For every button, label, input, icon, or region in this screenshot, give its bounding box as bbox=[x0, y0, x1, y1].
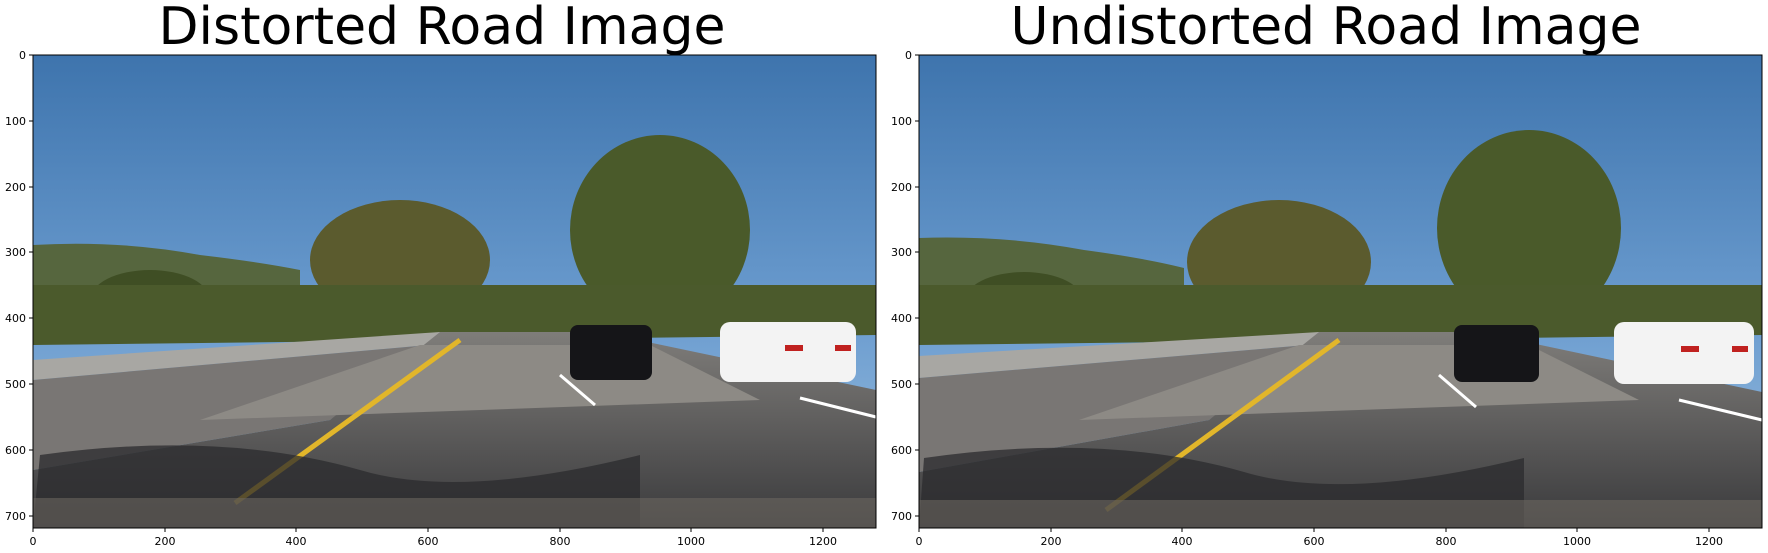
image-axes: 0 200 400 600 800 1000 1200 0 100 200 30… bbox=[5, 49, 877, 548]
x-tick-label: 400 bbox=[286, 535, 307, 548]
y-tick-label: 500 bbox=[891, 378, 912, 391]
y-tick-label: 300 bbox=[891, 246, 912, 259]
y-tick-label: 400 bbox=[891, 312, 912, 325]
x-tick-label: 800 bbox=[1436, 535, 1457, 548]
y-tick-label: 600 bbox=[5, 444, 26, 457]
axes-frame bbox=[918, 54, 1763, 529]
y-tick-label: 200 bbox=[5, 181, 26, 194]
x-tick-label: 200 bbox=[1041, 535, 1062, 548]
panel-title: Distorted Road Image bbox=[158, 0, 726, 57]
x-tick-label: 1200 bbox=[809, 535, 837, 548]
y-tick-label: 500 bbox=[5, 378, 26, 391]
x-tick-label: 0 bbox=[916, 535, 923, 548]
panel-title: Undistorted Road Image bbox=[1010, 0, 1642, 57]
y-tick-label: 700 bbox=[5, 510, 26, 523]
y-tick-label: 200 bbox=[891, 181, 912, 194]
y-tick-label: 600 bbox=[891, 444, 912, 457]
y-tick-label: 100 bbox=[5, 115, 26, 128]
road-photo bbox=[33, 55, 877, 528]
x-tick-label: 0 bbox=[30, 535, 37, 548]
x-tick-label: 1000 bbox=[677, 535, 705, 548]
y-axis: 0 100 200 300 400 500 600 700 bbox=[891, 49, 919, 523]
x-tick-label: 200 bbox=[155, 535, 176, 548]
x-tick-label: 1000 bbox=[1563, 535, 1591, 548]
y-tick-label: 0 bbox=[905, 49, 912, 62]
x-tick-label: 1200 bbox=[1695, 535, 1723, 548]
y-tick-label: 300 bbox=[5, 246, 26, 259]
y-axis: 0 100 200 300 400 500 600 700 bbox=[5, 49, 33, 523]
x-tick-label: 800 bbox=[550, 535, 571, 548]
y-tick-label: 100 bbox=[891, 115, 912, 128]
y-tick-label: 700 bbox=[891, 510, 912, 523]
x-axis: 0 200 400 600 800 1000 1200 bbox=[30, 528, 837, 548]
x-tick-label: 400 bbox=[1172, 535, 1193, 548]
road-photo bbox=[919, 55, 1763, 528]
axes-frame bbox=[32, 54, 877, 529]
y-tick-label: 0 bbox=[19, 49, 26, 62]
x-tick-label: 600 bbox=[418, 535, 439, 548]
x-axis: 0 200 400 600 800 1000 1200 bbox=[916, 528, 1723, 548]
panel-distorted: Distorted Road Image bbox=[5, 0, 877, 548]
image-axes: 0 200 400 600 800 1000 1200 0 100 200 30… bbox=[891, 49, 1763, 548]
panel-undistorted: Undistorted Road Image bbox=[884, 0, 1768, 553]
y-tick-label: 400 bbox=[5, 312, 26, 325]
x-tick-label: 600 bbox=[1304, 535, 1325, 548]
